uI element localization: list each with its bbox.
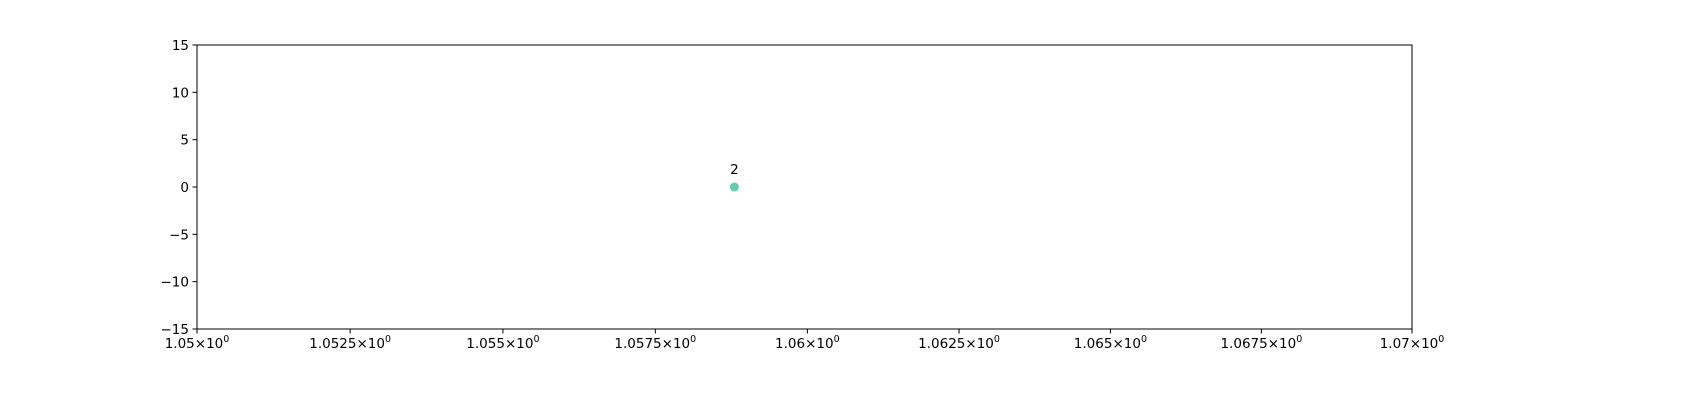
x-tick-label: 1.0675×100 (1220, 334, 1302, 352)
x-tick-label: 1.065×100 (1074, 334, 1147, 352)
y-tick-label: 15 (172, 38, 189, 54)
x-tick-label: 1.0575×100 (614, 334, 696, 352)
x-tick-label: 1.0525×100 (309, 334, 391, 352)
data-points: 2 (729, 162, 739, 192)
x-tick-label: 1.055×100 (466, 334, 539, 352)
x-tick-label: 1.05×100 (165, 334, 230, 352)
x-tick-label: 1.07×100 (1380, 334, 1445, 352)
data-point-label: 2 (730, 162, 739, 178)
y-tick-label: −5 (169, 227, 189, 243)
y-axis-ticks: 15 10 5 0 −5 −10 −15 (161, 38, 197, 338)
y-tick-label: 5 (180, 133, 189, 149)
x-tick-label: 1.06×100 (775, 334, 840, 352)
data-point (729, 182, 739, 192)
y-tick-label: 10 (172, 85, 189, 101)
plot-area-frame (196, 44, 1413, 330)
y-tick-label: −15 (161, 322, 190, 338)
x-axis-ticks: 1.05×100 1.0525×100 1.055×100 1.0575×100 1.0… (165, 329, 1445, 352)
y-tick-label: 0 (180, 180, 189, 196)
y-tick-label: −10 (161, 275, 190, 291)
x-tick-label: 1.0625×100 (918, 334, 1000, 352)
